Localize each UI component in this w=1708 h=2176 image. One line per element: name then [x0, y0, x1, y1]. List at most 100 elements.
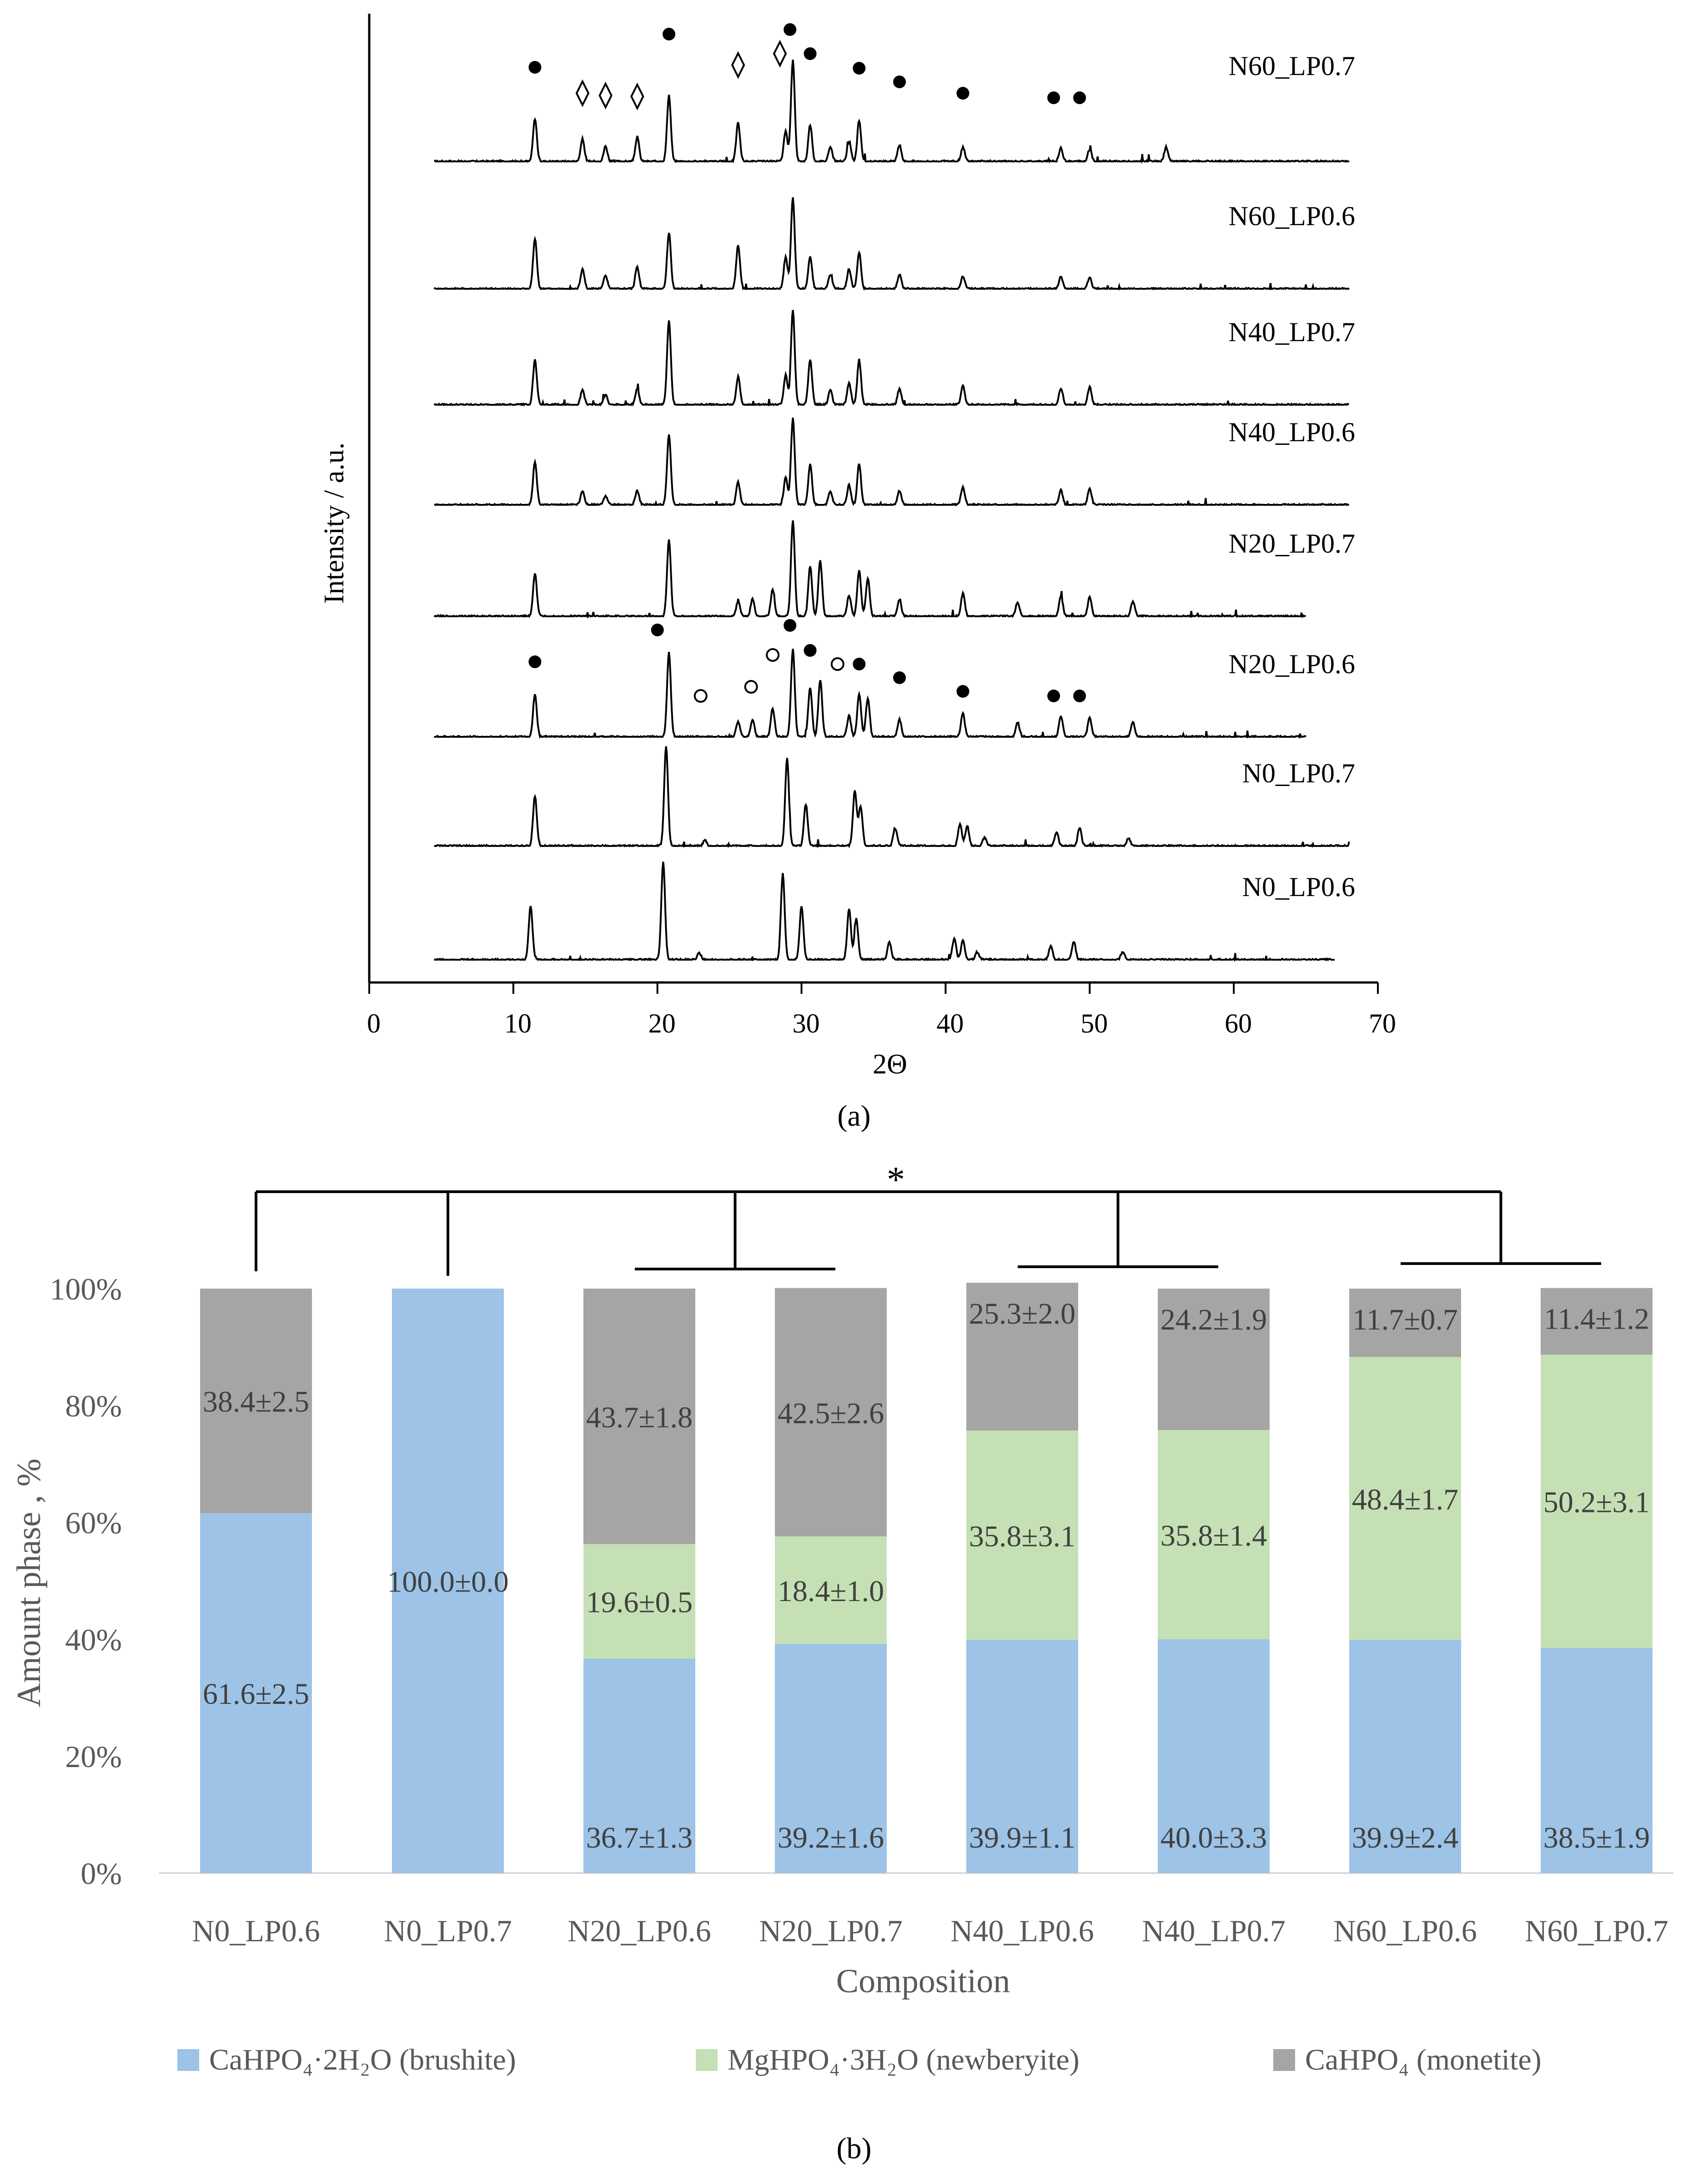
bar-data-label-N40_LP0.7-1: 35.8±1.4: [1160, 1519, 1267, 1552]
xrd-series-label-N60_LP0.6: N60_LP0.6: [1229, 201, 1355, 231]
xrd-marker-filled-circle: [804, 644, 817, 657]
xrd-x-tick-label-70: 70: [1369, 1008, 1396, 1038]
xrd-x-tick-label-40: 40: [936, 1008, 964, 1038]
xrd-x-axis-label: 2Θ: [873, 1049, 907, 1080]
bar-data-label-N20_LP0.7-2: 42.5±2.6: [778, 1397, 884, 1430]
bar-data-label-N60_LP0.7-0: 38.5±1.9: [1543, 1821, 1650, 1854]
xrd-marker-open-circle: [766, 648, 780, 662]
xrd-marker-diamond: [630, 82, 644, 111]
legend-label-0: CaHPO₄·2H₂O (brushite): [209, 2043, 516, 2076]
legend-swatch-0: [177, 2049, 199, 2071]
bar-y-tick-label-3: 60%: [65, 1506, 122, 1540]
xrd-marker-open-circle: [693, 689, 708, 703]
xrd-marker-filled-circle: [893, 671, 906, 684]
bar-segment-N60_LP0.7-1: [1541, 1355, 1653, 1648]
xrd-marker-filled-circle: [853, 658, 866, 670]
bar-segment-N40_LP0.7-0: [1158, 1639, 1270, 1873]
legend-label-2: CaHPO₄ (monetite): [1305, 2043, 1542, 2076]
bar-segment-N40_LP0.6-2: [966, 1283, 1078, 1431]
xrd-marker-filled-circle: [528, 61, 542, 74]
xrd-marker-diamond: [731, 51, 745, 79]
xrd-series-label-N40_LP0.6: N40_LP0.6: [1229, 417, 1355, 447]
bar-x-tick-label-N60_LP0.7: N60_LP0.7: [1525, 1914, 1668, 1948]
xrd-x-tick-label-50: 50: [1080, 1008, 1108, 1038]
bar-segment-N20_LP0.6-0: [583, 1658, 695, 1873]
bar-data-label-N20_LP0.7-1: 18.4±1.0: [778, 1575, 884, 1608]
bar-x-tick-label-N0_LP0.6: N0_LP0.6: [192, 1914, 320, 1948]
bar-segment-N0_LP0.6-2: [200, 1289, 312, 1513]
bar-data-label-N60_LP0.6-2: 11.7±0.7: [1352, 1303, 1458, 1336]
bar-x-tick-label-N60_LP0.6: N60_LP0.6: [1333, 1914, 1477, 1948]
legend-swatch-1: [696, 2049, 718, 2071]
bar-data-label-N60_LP0.6-0: 39.9±2.4: [1352, 1821, 1458, 1854]
bar-data-label-N20_LP0.7-0: 39.2±1.6: [778, 1821, 884, 1854]
bar-segment-N60_LP0.6-0: [1349, 1640, 1461, 1873]
bar-segment-N20_LP0.7-0: [775, 1644, 887, 1873]
xrd-marker-open-circle: [830, 657, 844, 671]
bar-y-tick-label-1: 20%: [65, 1739, 122, 1774]
panel-b-label: (b): [837, 2132, 872, 2165]
bar-x-tick-label-N20_LP0.6: N20_LP0.6: [568, 1914, 711, 1948]
bar-segment-N40_LP0.6-0: [966, 1640, 1078, 1873]
bar-x-tick-label-N40_LP0.6: N40_LP0.6: [950, 1914, 1094, 1948]
bar-segment-N60_LP0.6-1: [1349, 1357, 1461, 1640]
bar-segment-N40_LP0.6-1: [966, 1431, 1078, 1640]
xrd-marker-filled-circle: [853, 62, 866, 75]
xrd-marker-filled-circle: [784, 619, 797, 632]
bar-data-label-N40_LP0.6-1: 35.8±3.1: [969, 1520, 1075, 1553]
bar-segment-N60_LP0.7-0: [1541, 1648, 1653, 1873]
xrd-trace-N20_LP0.6: [434, 649, 1307, 739]
bar-y-tick-label-4: 80%: [65, 1389, 122, 1423]
xrd-x-ticks: 0 10 20 30 40 50 60 70: [367, 982, 1396, 1038]
bar-legend: CaHPO₄·2H₂O (brushite) MgHPO₄·3H₂O (newbe…: [177, 2043, 1542, 2076]
xrd-marker-filled-circle: [651, 624, 664, 636]
bar-x-tick-label-N40_LP0.7: N40_LP0.7: [1142, 1914, 1285, 1948]
xrd-series-label-N40_LP0.7: N40_LP0.7: [1229, 317, 1355, 347]
bar-y-ticks: 0% 20% 40% 60% 80% 100%: [50, 1272, 122, 1891]
xrd-traces: [433, 60, 1350, 962]
bar-data-label-N20_LP0.6-1: 19.6±0.5: [586, 1586, 693, 1619]
xrd-series-labels: N60_LP0.7 N60_LP0.6 N40_LP0.7 N40_LP0.6 N20_…: [1229, 51, 1355, 902]
xrd-trace-N60_LP0.7: [434, 60, 1350, 164]
xrd-x-tick-label-10: 10: [504, 1008, 532, 1038]
xrd-x-tick-label-20: 20: [648, 1008, 676, 1038]
bar-data-label-N20_LP0.6-0: 36.7±1.3: [586, 1821, 693, 1854]
bar-data-label-N40_LP0.6-2: 25.3±2.0: [969, 1297, 1075, 1330]
xrd-marker-filled-circle: [528, 655, 542, 668]
xrd-marker-filled-circle: [1047, 690, 1060, 702]
bar-x-tick-label-N20_LP0.7: N20_LP0.7: [759, 1914, 902, 1948]
xrd-trace-N40_LP0.7: [433, 310, 1350, 407]
xrd-marker-filled-circle: [804, 47, 817, 60]
bar-data-label-N40_LP0.6-0: 39.9±1.1: [969, 1821, 1075, 1854]
bar-y-tick-label-0: 0%: [80, 1856, 122, 1891]
xrd-marker-filled-circle: [956, 87, 970, 100]
xrd-marker-filled-circle: [1073, 690, 1086, 702]
bar-data-label-N60_LP0.6-1: 48.4±1.7: [1352, 1483, 1458, 1516]
xrd-trace-N60_LP0.6: [433, 197, 1350, 291]
xrd-marker-diamond: [598, 81, 613, 110]
xrd-markers: [528, 23, 1086, 703]
bar-data-label-N20_LP0.6-2: 43.7±1.8: [586, 1401, 693, 1434]
xrd-marker-filled-circle: [663, 28, 676, 40]
xrd-marker-filled-circle: [1073, 91, 1086, 104]
phase-bar-panel: * 0% 20% 40% 60% 80% 100% 61.6±2.5 38.4±2.5 100…: [10, 1160, 1673, 2165]
xrd-marker-open-circle: [744, 680, 758, 694]
bar-data-label-N40_LP0.7-2: 24.2±1.9: [1160, 1303, 1267, 1336]
bar-data-label-N60_LP0.7-1: 50.2±3.1: [1543, 1486, 1650, 1519]
xrd-series-label-N60_LP0.7: N60_LP0.7: [1229, 51, 1355, 81]
xrd-marker-diamond: [575, 79, 590, 107]
xrd-x-tick-label-0: 0: [367, 1008, 381, 1038]
panel-a-label: (a): [837, 1099, 870, 1133]
xrd-marker-filled-circle: [956, 685, 970, 698]
bar-segment-N20_LP0.7-2: [775, 1288, 887, 1536]
xrd-trace-N0_LP0.6: [434, 861, 1335, 962]
bar-segment-N20_LP0.6-1: [583, 1544, 695, 1659]
xrd-x-tick-label-30: 30: [793, 1008, 820, 1038]
xrd-marker-filled-circle: [784, 23, 797, 36]
xrd-trace-N0_LP0.7: [434, 746, 1350, 848]
bar-segment-N0_LP0.7-0: [392, 1289, 504, 1873]
legend-swatch-2: [1273, 2049, 1295, 2071]
bar-x-axis-label: Composition: [836, 1963, 1010, 2000]
bar-segment-N40_LP0.7-1: [1158, 1430, 1270, 1639]
bar-x-ticks: N0_LP0.6 N0_LP0.7 N20_LP0.6 N20_LP0.7 N40_LP…: [192, 1914, 1668, 1948]
